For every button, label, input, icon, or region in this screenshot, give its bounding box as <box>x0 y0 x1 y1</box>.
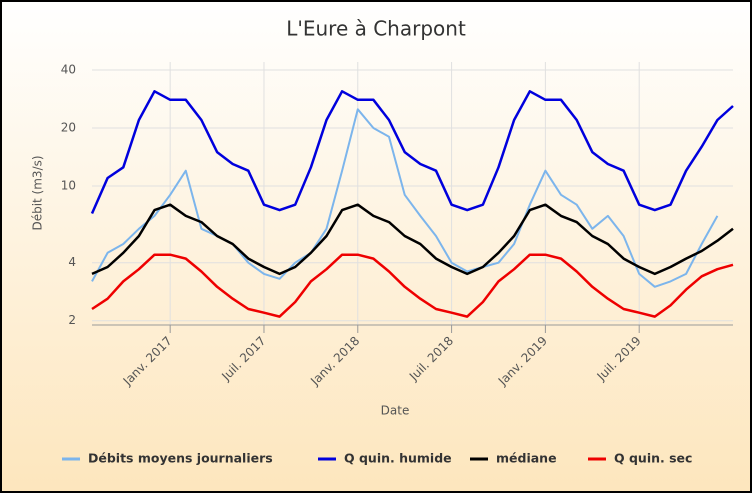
y-axis-label: Débit (m3/s) <box>31 155 45 230</box>
legend-label: Q quin. sec <box>614 451 692 466</box>
x-axis-label: Date <box>381 404 410 418</box>
series-line <box>91 203 734 276</box>
y-tick-label: 20 <box>61 120 76 134</box>
y-tick-label: 10 <box>61 179 76 193</box>
series-line <box>91 253 734 318</box>
y-tick-label: 2 <box>68 313 76 327</box>
y-tick-label: 4 <box>68 255 76 269</box>
chart-title: L'Eure à Charpont <box>286 17 466 41</box>
series-line <box>90 90 734 215</box>
legend-label: médiane <box>496 451 557 466</box>
y-tick-label: 40 <box>61 62 76 76</box>
legend-label: Débits moyens journaliers <box>88 451 273 466</box>
legend-label: Q quin. humide <box>344 451 452 466</box>
series-line <box>91 108 719 288</box>
